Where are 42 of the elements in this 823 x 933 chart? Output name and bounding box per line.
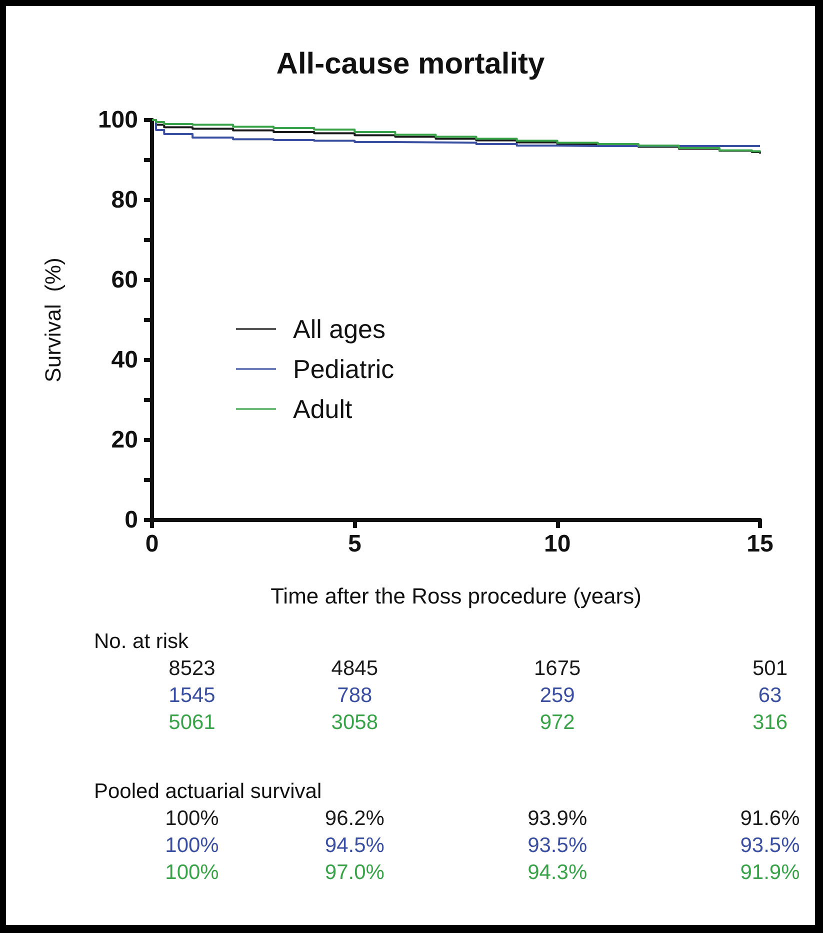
text: 100% [165, 834, 219, 857]
chart-title: All-cause mortality [276, 48, 546, 80]
text: 94.5% [324, 834, 384, 857]
text: 4845 [331, 657, 378, 680]
text: 1545 [168, 684, 216, 707]
text: 259 [540, 684, 575, 707]
y-tick-label: 20 [111, 426, 138, 454]
x-tick-label: 15 [746, 530, 774, 558]
text: 100% [165, 861, 219, 884]
text: 96.2% [324, 807, 384, 830]
text: 8523 [168, 657, 216, 680]
x-tick-label: 5 [348, 530, 362, 558]
y-tick-label: 100 [98, 106, 138, 134]
text: 788 [337, 684, 372, 707]
text: 63 [758, 684, 782, 707]
text: 94.3% [528, 861, 588, 884]
text: 1675 [534, 657, 581, 680]
x-tick-label: 0 [145, 530, 159, 558]
text: 5061 [168, 711, 216, 734]
y-axis-title: Survival (%) [40, 258, 66, 382]
text: 100% [165, 807, 219, 830]
text: No. at risk [94, 630, 190, 653]
legend-label: Adult [293, 394, 354, 424]
y-tick-label: 40 [111, 346, 138, 374]
text: 93.9% [528, 807, 588, 830]
y-tick-label: 60 [111, 266, 138, 294]
text: 93.5% [528, 834, 588, 857]
y-tick-label: 0 [124, 506, 138, 534]
x-tick-label: 10 [544, 530, 571, 558]
legend-label: Pediatric [293, 354, 394, 384]
text: 3058 [331, 711, 378, 734]
text: Pooled actuarial survival [94, 780, 322, 803]
y-tick-label: 80 [111, 186, 138, 214]
text: 91.9% [740, 861, 800, 884]
text: 91.6% [740, 807, 800, 830]
text: 972 [540, 711, 575, 734]
legend-label: All ages [293, 314, 386, 344]
text: 93.5% [740, 834, 800, 857]
text: 501 [752, 657, 788, 680]
text: 97.0% [324, 861, 384, 884]
text: 316 [752, 711, 788, 734]
x-axis-title: Time after the Ross procedure (years) [270, 584, 642, 608]
